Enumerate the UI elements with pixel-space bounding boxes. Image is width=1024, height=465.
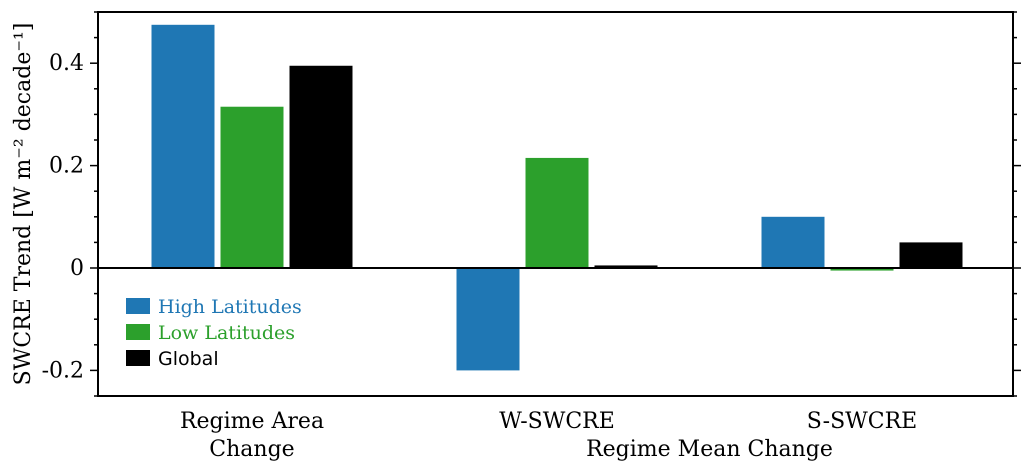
bar-high-latitudes-2 [761,216,825,268]
x-axis: Regime Area Change W-SWCRE S-SWCRE Regime Me… [180,409,917,462]
legend-label: Low Latitudes [158,322,295,344]
y-axis-label: SWCRE Trend [W m⁻² decade⁻¹] [11,23,36,386]
x-tick-label: W-SWCRE [499,409,615,434]
legend: High Latitudes Low Latitudes Global [126,296,302,370]
y-tick-label: 0 [70,256,84,281]
x-tick-label: Regime Area Change [180,409,324,462]
plot-frame [97,11,1014,397]
bar-high-latitudes-1 [456,268,520,371]
x-group-label: Regime Mean Change [586,437,833,462]
bar-low-latitudes-2 [830,268,894,271]
x-tick-label: S-SWCRE [807,409,917,434]
y-tick-label: -0.2 [42,358,84,383]
bar-global-2 [899,242,963,268]
bar-low-latitudes-0 [220,106,284,268]
legend-swatch [126,298,150,314]
y-tick-label: 0.4 [49,51,84,76]
y-tick-label: 0.2 [49,154,84,179]
legend-swatch [126,324,150,340]
legend-swatch [126,350,150,366]
bar-global-1 [594,265,658,268]
legend-label: High Latitudes [158,296,302,318]
bar-low-latitudes-1 [525,157,589,268]
bar-global-0 [289,65,353,268]
chart-marks [98,24,1013,371]
bar-high-latitudes-0 [151,24,215,268]
y-axis: 0.4 0.2 0 -0.2 [42,11,1021,397]
legend-label: Global [158,348,219,370]
